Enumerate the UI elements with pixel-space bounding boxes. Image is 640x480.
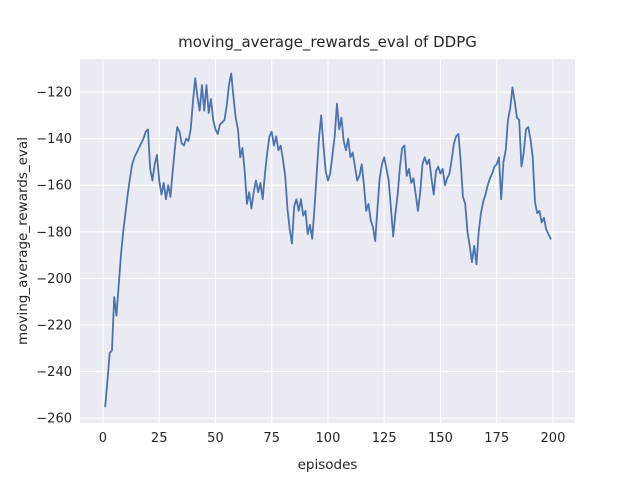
- x-tick-label: 125: [372, 431, 397, 446]
- x-tick-label: 0: [99, 431, 107, 446]
- series-line: [104, 72, 552, 408]
- x-tick-label: 75: [263, 431, 280, 446]
- x-tick-label: 25: [151, 431, 168, 446]
- y-tick-label: −180: [36, 225, 72, 240]
- y-tick-label: −160: [36, 179, 72, 194]
- x-tick-label: 175: [484, 431, 509, 446]
- y-tick-label: −200: [36, 272, 72, 287]
- x-tick-label: 200: [541, 431, 566, 446]
- y-tick-label: −240: [36, 365, 72, 380]
- y-tick-label: −120: [36, 86, 72, 101]
- chart-title: moving_average_rewards_eval of DDPG: [178, 33, 477, 51]
- x-tick-label: 50: [207, 431, 224, 446]
- y-tick-label: −260: [36, 412, 72, 427]
- x-axis-label: episodes: [297, 457, 358, 473]
- y-tick-label: −220: [36, 318, 72, 333]
- x-tick-label: 100: [316, 431, 341, 446]
- x-tick-label: 150: [428, 431, 453, 446]
- y-tick-label: −140: [36, 132, 72, 147]
